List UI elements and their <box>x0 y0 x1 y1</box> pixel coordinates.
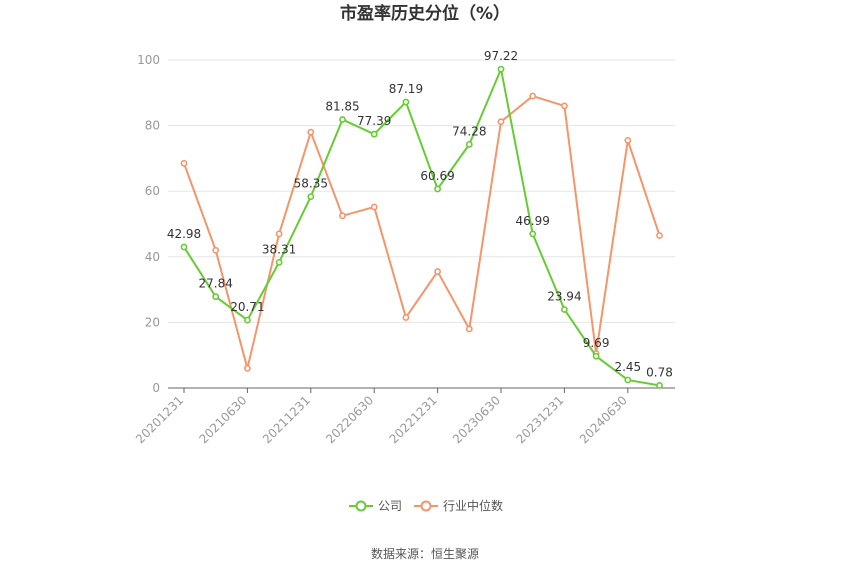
grid <box>168 59 675 323</box>
point-company-13 <box>592 352 600 360</box>
legend-item-company[interactable]: 公司 <box>349 499 402 513</box>
point-company-6 <box>370 130 378 138</box>
y-tick-label-80: 80 <box>145 119 160 133</box>
point-company-12 <box>561 306 568 313</box>
data-label-company-0: 42.98 <box>167 227 201 241</box>
x-tick-label-6: 20231231 <box>513 393 566 446</box>
data-label-company-12: 23.94 <box>547 289 581 303</box>
data-label-company-2: 20.71 <box>230 300 264 314</box>
point-company-14 <box>624 376 632 384</box>
x-tick-label-5: 20230630 <box>450 393 503 446</box>
x-tick-label-7: 20240630 <box>577 393 630 446</box>
data-source: 数据来源：恒生聚源 <box>371 546 479 561</box>
data-label-company-3: 38.31 <box>262 242 296 256</box>
point-industry-median-15 <box>656 232 663 239</box>
data-label-company-9: 74.28 <box>452 124 486 138</box>
point-company-3 <box>275 258 283 266</box>
legend-marker-industry-median <box>420 500 432 512</box>
point-company-4 <box>307 193 315 201</box>
point-industry-median-7 <box>402 314 410 321</box>
data-label-company-10: 97.22 <box>484 49 518 63</box>
legend[interactable]: 公司 行业中位数 <box>349 498 503 513</box>
point-industry-median-6 <box>370 203 378 211</box>
point-industry-median-5 <box>339 212 346 220</box>
point-industry-median-4 <box>307 128 315 136</box>
point-industry-median-8 <box>434 268 441 275</box>
point-company-10 <box>497 65 505 73</box>
data-label-company-6: 77.39 <box>357 114 391 128</box>
point-industry-median-9 <box>465 325 473 333</box>
point-industry-median-11 <box>529 92 537 100</box>
point-company-1 <box>212 293 220 301</box>
data-label-company-13: 9.69 <box>583 336 610 350</box>
series-line-industry-median <box>183 95 661 370</box>
legend-label-company: 公司 <box>378 499 402 513</box>
point-company-0 <box>180 243 188 251</box>
series-line-company <box>183 68 660 387</box>
point-industry-median-3 <box>275 230 283 238</box>
data-label-company-15: 0.78 <box>646 365 673 379</box>
point-company-8 <box>434 185 441 193</box>
data-label-company-11: 46.99 <box>516 214 550 228</box>
legend-item-industry-median[interactable]: 行业中位数 <box>414 498 503 513</box>
data-label-company-5: 81.85 <box>325 100 359 114</box>
x-tick-label-0: 20201231 <box>133 393 186 446</box>
point-industry-median-2 <box>243 364 251 372</box>
point-company-15 <box>656 382 663 389</box>
point-company-5 <box>339 116 346 123</box>
data-label-company-14: 2.45 <box>614 360 641 374</box>
y-tick-label-100: 100 <box>137 53 160 67</box>
data-label-company-7: 87.19 <box>389 82 423 96</box>
data-label-company-4: 58.35 <box>294 177 328 191</box>
y-tick-label-20: 20 <box>145 315 160 329</box>
point-industry-median-10 <box>497 118 505 126</box>
legend-marker-company <box>355 500 367 512</box>
y-tick-label-0: 0 <box>152 381 160 395</box>
point-company-11 <box>529 230 537 238</box>
point-industry-median-1 <box>212 246 220 254</box>
legend-label-industry-median: 行业中位数 <box>443 498 503 513</box>
point-company-9 <box>465 140 473 148</box>
chart-title: 市盈率历史分位（%） <box>340 3 510 24</box>
x-tick-label-3: 20220630 <box>323 393 376 446</box>
series <box>180 65 663 389</box>
point-industry-median-14 <box>624 136 632 144</box>
point-company-7 <box>402 98 410 106</box>
y-axis: 0 20 40 60 80 100 <box>137 53 160 395</box>
data-label-company-1: 27.84 <box>199 277 233 291</box>
x-tick-label-1: 20210630 <box>196 393 249 446</box>
point-company-2 <box>243 316 251 324</box>
x-axis: 20201231 20210630 20211231 20220630 20221231… <box>133 387 675 446</box>
data-label-company-8: 60.69 <box>420 169 454 183</box>
point-industry-median-0 <box>180 159 188 167</box>
x-tick-label-2: 20211231 <box>260 393 313 446</box>
y-tick-label-60: 60 <box>145 184 160 198</box>
x-tick-label-4: 20221231 <box>387 393 440 446</box>
point-industry-median-12 <box>561 102 568 110</box>
y-tick-label-40: 40 <box>145 250 160 264</box>
